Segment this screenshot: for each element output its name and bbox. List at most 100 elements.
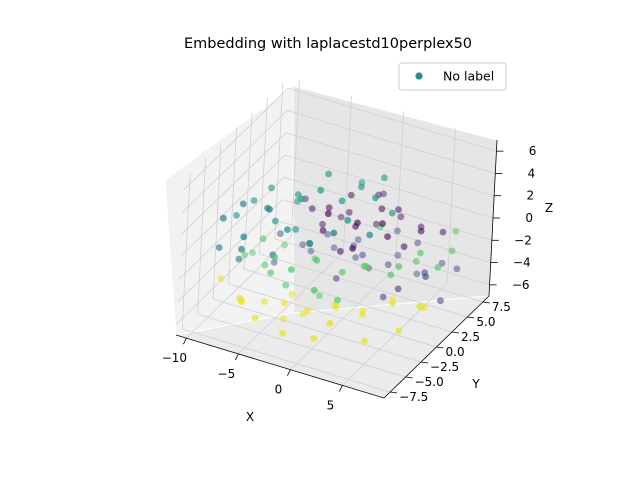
- scatter-point: [359, 251, 366, 259]
- z-axis-label: Z: [545, 201, 553, 215]
- y-tick-mark: [482, 301, 490, 304]
- y-tick-mark: [451, 331, 459, 334]
- x-tick-label: −5: [218, 367, 236, 381]
- scatter-point: [434, 264, 442, 271]
- scatter-point: [361, 337, 368, 345]
- x-tick-mark: [183, 337, 187, 345]
- scatter-point: [389, 300, 396, 307]
- scatter-point: [439, 228, 447, 236]
- scatter-point: [316, 292, 323, 300]
- legend-label: No label: [443, 69, 494, 84]
- scatter-point: [217, 275, 225, 282]
- scatter-point: [261, 261, 269, 269]
- y-tick-label: −7.5: [399, 390, 428, 404]
- scatter-point: [413, 270, 421, 278]
- scatter-point: [394, 227, 401, 235]
- x-axis-line: [175, 334, 385, 399]
- x-tick-mark: [287, 369, 291, 376]
- scatter-point: [270, 259, 278, 266]
- scatter-point: [400, 243, 408, 251]
- scatter-point: [330, 229, 338, 237]
- scatter-point: [238, 298, 246, 305]
- scatter-point: [394, 285, 402, 293]
- scatter-point: [388, 209, 396, 217]
- legend-marker: [415, 72, 423, 80]
- y-tick-label: 2.5: [461, 330, 480, 344]
- scatter-point: [334, 296, 341, 304]
- scatter-point: [395, 263, 403, 270]
- grid-line-z-back: [281, 221, 490, 286]
- scatter-point: [395, 327, 403, 334]
- axis-ticks: −10 −5 0 5 −7.5−5.0−2.50.02.55.07.5−6 −4 −2 0 2 4…: [162, 144, 537, 412]
- grid-line-z-left: [180, 132, 287, 236]
- scatter-point: [412, 257, 420, 265]
- chart-title: Embedding with laplacestd10perplex50: [184, 36, 472, 52]
- grid-line-y-floor: [259, 253, 468, 318]
- scatter-point: [239, 200, 247, 208]
- scatter-point: [349, 245, 356, 252]
- scatter-point: [378, 205, 386, 213]
- scatter-point: [219, 214, 227, 222]
- scatter-point: [272, 217, 279, 225]
- scatter-point: [437, 297, 444, 305]
- scatter-point: [414, 239, 422, 247]
- grid-line-z-left: [183, 87, 289, 191]
- scatter-point: [384, 233, 391, 241]
- scatter-point: [304, 307, 311, 314]
- x-tick-label: 0: [275, 383, 283, 397]
- z-tick-label: 0: [525, 211, 533, 225]
- z-tick-label: −4: [513, 256, 531, 270]
- scatter-point: [308, 205, 316, 213]
- scatter-point: [366, 231, 374, 239]
- y-tick-label: −5.0: [415, 375, 444, 389]
- scatter-point: [268, 184, 275, 192]
- scatter-point: [261, 298, 268, 305]
- scatter-point: [344, 216, 352, 224]
- scatter-point: [380, 190, 387, 198]
- scatter-point: [452, 227, 460, 235]
- scatter-point: [325, 170, 332, 178]
- scatter-point: [313, 257, 321, 264]
- grid-line-z-left: [182, 110, 288, 213]
- scatter-point: [317, 186, 325, 194]
- scatter-point: [306, 239, 313, 247]
- scatter-point: [352, 254, 360, 261]
- scatter-point: [284, 226, 291, 234]
- scatter-point: [345, 209, 353, 216]
- scatter-point: [417, 249, 424, 257]
- grid-line-y-floor: [212, 298, 422, 363]
- scatter-point: [387, 271, 395, 279]
- x-tick-mark: [339, 385, 343, 392]
- z-tick-label: 6: [529, 144, 537, 158]
- scatter-point: [298, 195, 305, 203]
- grid-line-z-back: [287, 110, 496, 174]
- scatter-points: [215, 170, 461, 345]
- y-tick-mark: [405, 376, 413, 379]
- scatter-point: [394, 251, 402, 259]
- z-tick-label: −6: [512, 278, 530, 292]
- scatter-point: [240, 233, 248, 241]
- scatter-point: [325, 204, 333, 212]
- scatter-point: [354, 236, 362, 244]
- x-tick-label: −10: [162, 351, 187, 365]
- scatter-point: [266, 205, 273, 213]
- scatter-point: [310, 335, 318, 342]
- axes-panes: [164, 85, 498, 399]
- grid-line-y-floor: [182, 328, 391, 393]
- scatter-point: [259, 235, 267, 243]
- scatter-point: [358, 183, 365, 191]
- scatter-point: [250, 197, 258, 204]
- y-tick-label: −2.5: [430, 360, 459, 374]
- scatter-point: [372, 194, 379, 202]
- grid-line-y-floor: [228, 283, 437, 348]
- scatter-point: [251, 314, 259, 322]
- scatter-point: [279, 329, 286, 337]
- scatter-point: [281, 241, 288, 249]
- z-tick-label: 2: [527, 189, 535, 203]
- scatter-point: [288, 291, 296, 298]
- scatter-point: [379, 220, 386, 228]
- scatter-point: [338, 197, 346, 205]
- grid-line-y-floor: [243, 268, 453, 333]
- scatter-point: [337, 213, 345, 221]
- grid-line-z-left: [177, 199, 283, 302]
